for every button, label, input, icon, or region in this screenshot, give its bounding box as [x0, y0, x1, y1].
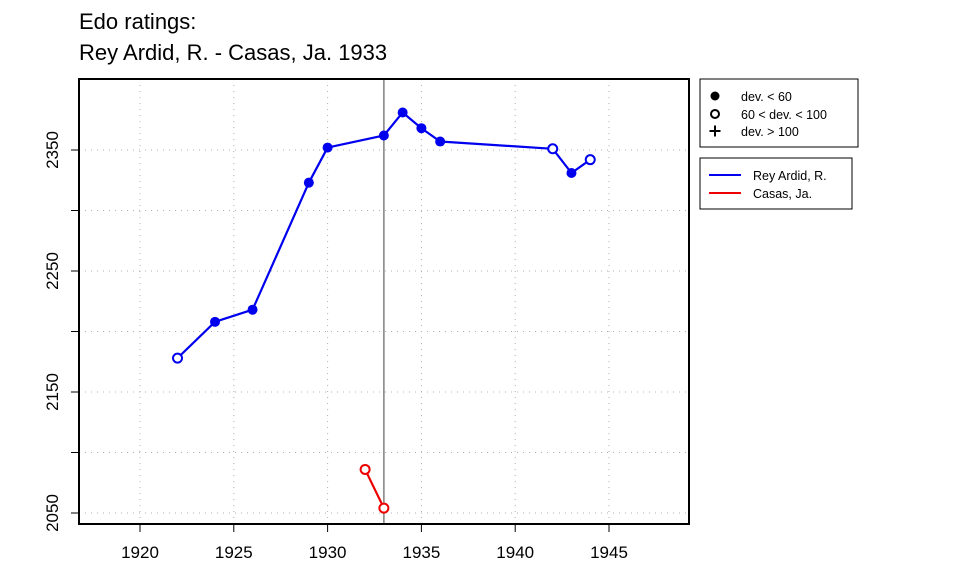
plus-icon: [709, 125, 721, 137]
series-legend: Rey Ardid, R. Casas, Ja.: [699, 157, 853, 210]
chart-title: Edo ratings:: [79, 9, 196, 34]
x-tick-label: 1945: [590, 543, 628, 562]
data-point: [247, 304, 258, 315]
legend-marker-label: dev. > 100: [741, 125, 799, 139]
x-tick-label: 1930: [309, 543, 347, 562]
data-point: [584, 154, 596, 166]
filled-circle-icon: [710, 91, 720, 101]
data-point: [435, 136, 446, 147]
y-tick-label: 2150: [43, 373, 62, 411]
series-line: [364, 468, 385, 509]
data-point: [547, 143, 559, 155]
x-tick-label: 1935: [402, 543, 440, 562]
chart-subtitle: Rey Ardid, R. - Casas, Ja. 1933: [79, 40, 387, 65]
legend-series-label: Casas, Ja.: [753, 187, 812, 201]
grid-lines: [79, 79, 689, 524]
deviation-legend: dev. < 60 60 < dev. < 100 dev. > 100: [699, 78, 859, 148]
legend-series-label: Rey Ardid, R.: [753, 169, 827, 183]
x-tick-label: 1925: [215, 543, 253, 562]
data-point: [397, 107, 408, 118]
data-point: [322, 142, 333, 153]
data-point: [303, 177, 314, 188]
data-point: [378, 130, 389, 141]
legend-marker-label: 60 < dev. < 100: [741, 108, 827, 122]
x-axis: 1920 1925 1930 1935 1940 1945: [121, 524, 628, 562]
plot-frame: [78, 78, 690, 525]
data-point: [566, 167, 577, 178]
y-axis: 2050 2150 2250 2350: [43, 131, 79, 532]
data-point: [378, 502, 390, 514]
series-legend-box: [699, 157, 853, 210]
series-1: [359, 463, 390, 514]
data-point: [416, 123, 427, 134]
data-point: [210, 316, 221, 327]
legend-marker-label: dev. < 60: [741, 90, 792, 104]
series-layer: [172, 107, 596, 514]
deviation-legend-box: [699, 78, 859, 148]
y-tick-label: 2250: [43, 252, 62, 290]
y-tick-label: 2050: [43, 494, 62, 532]
x-tick-label: 1940: [496, 543, 534, 562]
y-tick-label: 2350: [43, 131, 62, 169]
x-tick-label: 1920: [121, 543, 159, 562]
data-point: [172, 352, 184, 364]
data-point: [359, 463, 371, 475]
series-0: [172, 107, 596, 364]
open-circle-icon: [710, 109, 720, 119]
